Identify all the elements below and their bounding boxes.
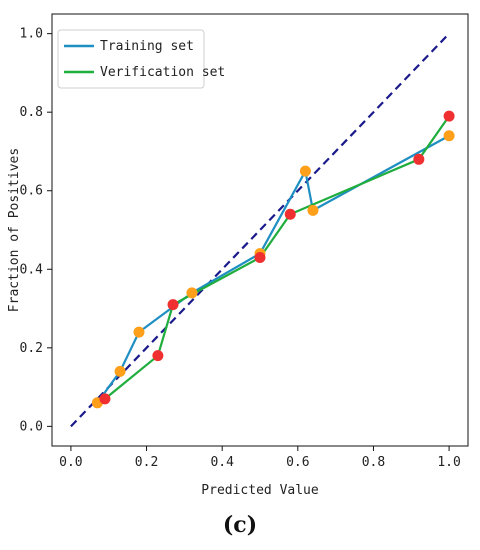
series-1-point-1 — [152, 350, 164, 362]
y-tick-label-2: 0.4 — [20, 262, 44, 277]
x-tick-label-4: 0.8 — [362, 455, 385, 470]
series-1-point-5 — [413, 153, 425, 165]
plot-frame — [51, 13, 469, 447]
calibration-chart: 0.0 0.2 0.4 0.6 0.8 1.0 0.0 0.2 0.4 0.6 0.8 1.0 Tra… — [7, 13, 469, 498]
perfect-calibration-line — [70, 32, 450, 428]
y-tick-label-3: 0.6 — [20, 184, 43, 199]
series-0-point-3 — [186, 287, 198, 299]
x-axis-label: Predicted Value — [201, 483, 319, 498]
series-0-point-6 — [307, 204, 319, 216]
series-0-point-1 — [114, 365, 126, 377]
series-layer — [91, 110, 455, 409]
caption-text: (c) — [222, 512, 258, 538]
legend: Training set Verification set — [57, 29, 225, 89]
series-1-point-4 — [284, 208, 296, 220]
axes-layer: 0.0 0.2 0.4 0.6 0.8 1.0 0.0 0.2 0.4 0.6 0.8 1.0 — [20, 27, 461, 470]
series-1-point-2 — [167, 299, 179, 311]
series-0-point-7 — [443, 130, 455, 142]
legend-label-verification: Verification set — [100, 65, 225, 80]
reference-layer — [70, 32, 450, 428]
x-tick-label-3: 0.6 — [286, 455, 309, 470]
figure-caption: (c) — [0, 512, 480, 538]
series-0-point-5 — [299, 165, 311, 177]
x-tick-label-2: 0.4 — [210, 455, 234, 470]
y-tick-label-1: 0.2 — [20, 341, 43, 356]
y-tick-label-4: 0.8 — [20, 105, 43, 120]
x-tick-label-0: 0.0 — [59, 455, 82, 470]
series-1-point-3 — [254, 251, 266, 263]
y-tick-label-5: 1.0 — [20, 27, 43, 42]
y-tick-label-0: 0.0 — [20, 419, 43, 434]
series-0-point-2 — [133, 326, 145, 338]
y-axis-label: Fraction of Positives — [7, 148, 22, 312]
series-1-point-6 — [443, 110, 455, 122]
series-line-0 — [96, 134, 450, 404]
legend-label-training: Training set — [100, 39, 194, 54]
series-1-point-0 — [99, 393, 111, 405]
x-tick-label-5: 1.0 — [437, 455, 460, 470]
legend-box — [57, 29, 205, 89]
x-tick-label-1: 0.2 — [135, 455, 158, 470]
